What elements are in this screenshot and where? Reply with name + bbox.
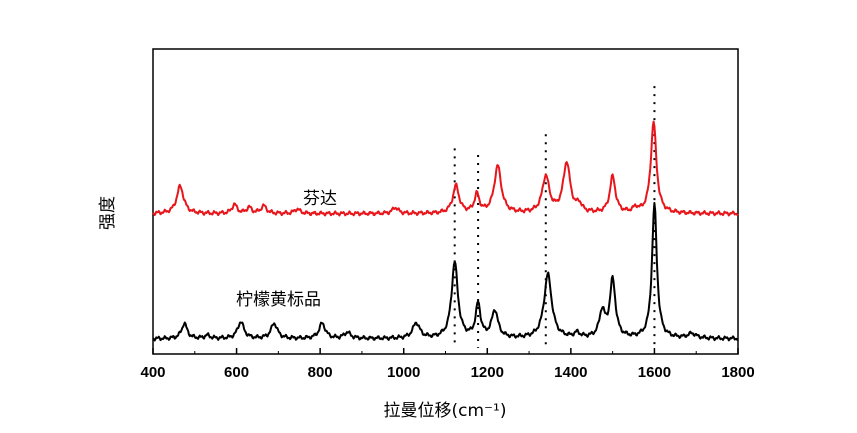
x-tick-label: 1600: [638, 364, 671, 381]
x-tick-label: 400: [140, 364, 165, 381]
x-tick-label: 600: [224, 364, 249, 381]
x-tick-label: 1800: [721, 364, 754, 381]
spectrum-line-0: [152, 120, 739, 217]
reference-lines: [453, 86, 656, 348]
spectrum-line-1: [152, 202, 739, 342]
x-tick-label: 800: [308, 364, 333, 381]
y-axis-label: 强度: [98, 196, 118, 230]
spectra: [152, 120, 739, 342]
x-axis-label: 拉曼位移(cm⁻¹): [384, 401, 507, 421]
x-tick-label: 1400: [554, 364, 587, 381]
series-annotation-fanta: 芬达: [303, 189, 337, 209]
x-tick-label: 1200: [471, 364, 504, 381]
series-annotation-tartrazine-standard: 柠檬黄标品: [236, 290, 321, 310]
x-tick-label: 1000: [387, 364, 420, 381]
x-axis-ticks: 400 600 800 1000 1200 1400 1600 1800: [140, 348, 755, 381]
